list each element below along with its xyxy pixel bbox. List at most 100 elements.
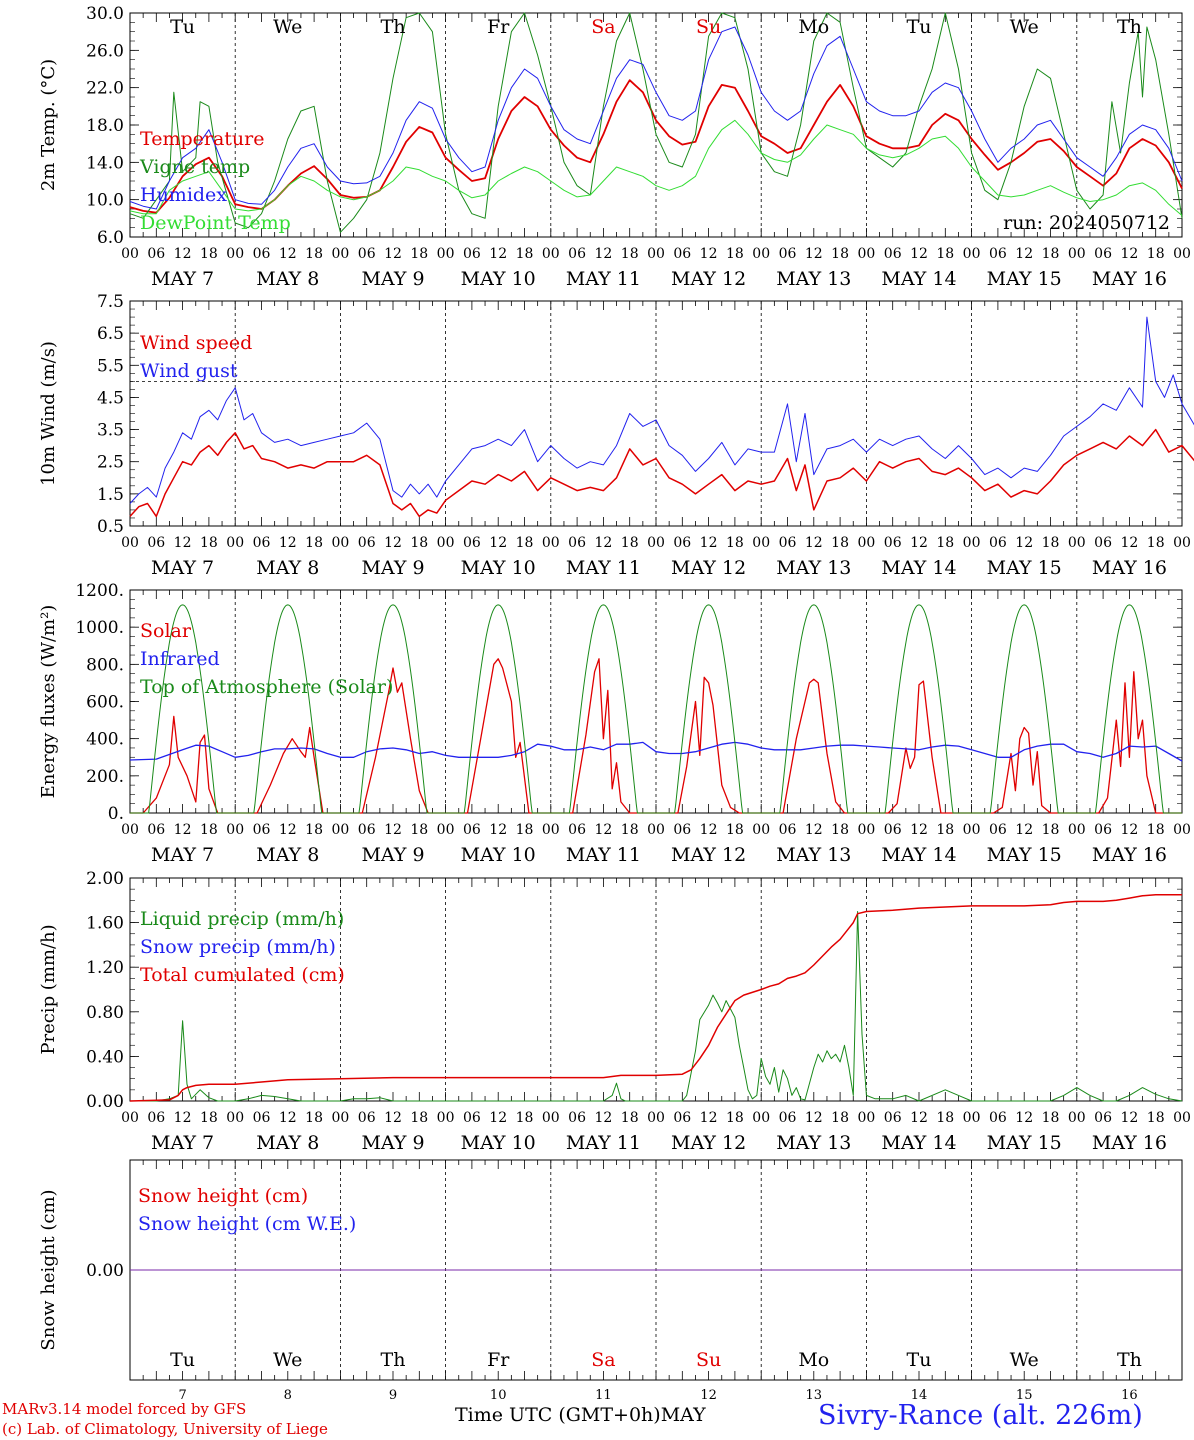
hour-tick-label: 12 <box>489 822 507 838</box>
legend-entry: Infrared <box>140 648 220 670</box>
hour-tick-label: 00 <box>542 1110 560 1126</box>
hour-tick-label: 18 <box>831 822 849 838</box>
series-line <box>129 26 1183 210</box>
hour-tick-label: 00 <box>752 535 770 551</box>
date-label: MAY 15 <box>987 268 1062 290</box>
hour-tick-label: 00 <box>226 246 244 262</box>
series-line <box>129 119 1183 216</box>
weekday-label: Th <box>1117 1349 1142 1371</box>
hour-tick-label: 12 <box>174 1110 192 1126</box>
hour-tick-label: 12 <box>1120 246 1138 262</box>
date-label: MAY 7 <box>151 844 214 866</box>
series-line <box>129 12 1183 233</box>
y-tick-label: 30.0 <box>86 4 124 24</box>
hour-tick-label: 12 <box>910 1110 928 1126</box>
hour-tick-label: 18 <box>200 535 218 551</box>
hour-tick-label: 06 <box>147 246 165 262</box>
panel-frame <box>129 12 1183 238</box>
hour-tick-label: 00 <box>121 535 139 551</box>
hour-tick-label: 12 <box>1120 535 1138 551</box>
hour-tick-label: 12 <box>1120 1110 1138 1126</box>
hour-tick-label: 06 <box>1094 822 1112 838</box>
date-label: MAY 12 <box>671 268 746 290</box>
weekday-label: Th <box>381 16 406 38</box>
weekday-label: Th <box>381 1349 406 1371</box>
hour-tick-label: 00 <box>1068 1110 1086 1126</box>
y-axis-label: 10m Wind (m/s) <box>38 341 59 486</box>
hour-tick-label: 06 <box>253 822 271 838</box>
hour-tick-label: 00 <box>857 246 875 262</box>
hour-tick-label: 18 <box>200 1110 218 1126</box>
hour-tick-label: 06 <box>463 1110 481 1126</box>
hour-tick-label: 06 <box>884 1110 902 1126</box>
hour-tick-label: 18 <box>1147 535 1165 551</box>
date-label: MAY 13 <box>776 268 851 290</box>
hour-tick-label: 06 <box>779 822 797 838</box>
hour-tick-label: 06 <box>673 822 691 838</box>
hour-tick-label: 00 <box>121 246 139 262</box>
date-label: MAY 8 <box>256 268 319 290</box>
legend-entry: Total cumulated (cm) <box>140 964 345 986</box>
day-number-label: 9 <box>389 1388 397 1403</box>
weekday-label: Mo <box>798 1349 829 1371</box>
hour-tick-label: 12 <box>384 1110 402 1126</box>
y-tick-label: 1.60 <box>86 914 124 934</box>
legend-entry: Snow height (cm) <box>138 1185 308 1207</box>
hour-tick-label: 18 <box>936 822 954 838</box>
hour-tick-label: 12 <box>279 1110 297 1126</box>
date-label: MAY 9 <box>361 844 424 866</box>
hour-tick-label: 12 <box>700 822 718 838</box>
legend-entry: DewPoint Temp <box>140 212 291 234</box>
y-tick-label: 18.0 <box>86 116 124 136</box>
date-label: MAY 13 <box>776 1132 851 1154</box>
hour-tick-label: 00 <box>963 535 981 551</box>
day-number-label: 16 <box>1121 1388 1138 1403</box>
hour-tick-label: 18 <box>1147 1110 1165 1126</box>
hour-tick-label: 12 <box>489 535 507 551</box>
hour-tick-label: 12 <box>489 1110 507 1126</box>
hour-tick-label: 06 <box>779 1110 797 1126</box>
hour-tick-label: 00 <box>963 1110 981 1126</box>
hour-tick-label: 00 <box>542 246 560 262</box>
y-tick-label: 0.00 <box>86 1092 124 1112</box>
hour-tick-label: 12 <box>700 246 718 262</box>
date-label: MAY 9 <box>361 1132 424 1154</box>
hour-tick-label: 06 <box>358 535 376 551</box>
y-tick-label: 600. <box>86 693 124 713</box>
hour-tick-label: 06 <box>673 246 691 262</box>
weekday-label: Tu <box>907 16 932 38</box>
hour-tick-label: 00 <box>1173 246 1191 262</box>
hour-tick-label: 00 <box>857 1110 875 1126</box>
series-line <box>130 658 1182 814</box>
date-label: MAY 16 <box>1092 557 1167 579</box>
date-label: MAY 7 <box>151 268 214 290</box>
day-number-label: 8 <box>284 1388 292 1403</box>
series-line <box>130 911 1183 1102</box>
weekday-label: Tu <box>170 1349 195 1371</box>
date-label: MAY 8 <box>256 844 319 866</box>
y-tick-label: 400. <box>86 730 124 750</box>
y-tick-label: 0.80 <box>86 1003 124 1023</box>
weekday-label: Tu <box>907 1349 932 1371</box>
y-tick-label: 2.00 <box>86 869 124 889</box>
hour-tick-label: 06 <box>779 246 797 262</box>
hour-tick-label: 00 <box>437 1110 455 1126</box>
hour-tick-label: 18 <box>410 246 428 262</box>
hour-tick-label: 12 <box>805 1110 823 1126</box>
hour-tick-label: 18 <box>831 535 849 551</box>
hour-tick-label: 06 <box>989 822 1007 838</box>
date-label: MAY 11 <box>566 844 641 866</box>
series-line <box>129 893 1182 1102</box>
hour-tick-label: 06 <box>568 822 586 838</box>
hour-tick-label: 18 <box>831 246 849 262</box>
y-tick-label: 800. <box>86 655 124 675</box>
date-label: MAY 12 <box>671 1132 746 1154</box>
hour-tick-label: 18 <box>621 822 639 838</box>
hour-tick-label: 18 <box>1042 246 1060 262</box>
panel-frame <box>129 589 1183 814</box>
date-label: MAY 15 <box>987 557 1062 579</box>
hour-tick-label: 00 <box>331 1110 349 1126</box>
hour-tick-label: 12 <box>1015 535 1033 551</box>
hour-tick-label: 00 <box>857 535 875 551</box>
